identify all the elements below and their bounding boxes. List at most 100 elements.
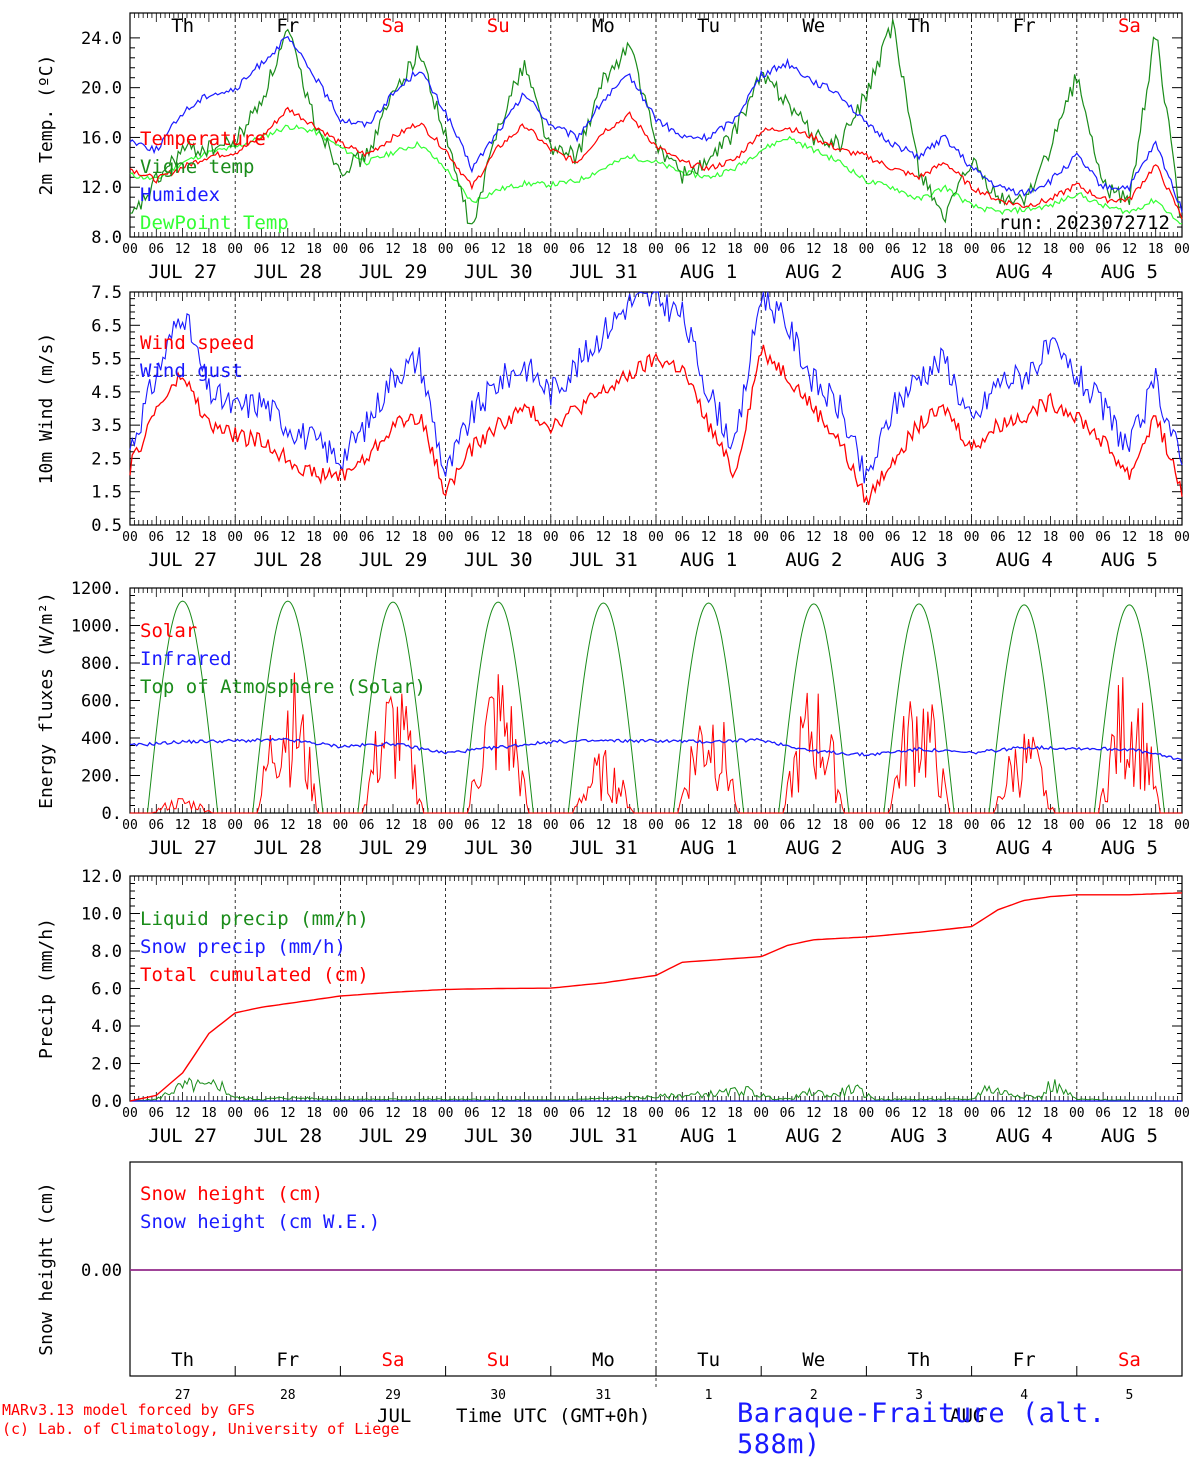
hour-tick-label: 00 xyxy=(964,242,980,257)
hour-tick-label: 18 xyxy=(622,818,638,833)
weekday-label: Th xyxy=(171,15,194,37)
day-number-label: 5 xyxy=(1125,1388,1133,1403)
weekday-label: Mo xyxy=(592,1349,615,1371)
day-number-label: 27 xyxy=(175,1388,191,1403)
y-tick-label: 0.5 xyxy=(91,516,122,536)
date-label: JUL 27 xyxy=(148,549,217,571)
y-tick-label: 6.5 xyxy=(91,316,122,336)
hour-tick-label: 18 xyxy=(727,818,743,833)
day-number-label: 2 xyxy=(810,1388,818,1403)
legend-entry: Liquid precip (mm/h) xyxy=(140,908,369,930)
hour-tick-label: 06 xyxy=(148,1106,164,1121)
hour-tick-label: 18 xyxy=(1148,1106,1164,1121)
y-tick-label: 600. xyxy=(81,692,122,712)
temperature-panel: 00 06 12 18 00 06 12 18 00 06 12 18 00 06 12 18 00 06 12 18… xyxy=(36,12,1190,283)
hour-tick-label: 18 xyxy=(832,818,848,833)
hour-tick-label: 18 xyxy=(832,242,848,257)
hour-tick-label: 06 xyxy=(569,1106,585,1121)
hour-tick-label: 18 xyxy=(201,1106,217,1121)
hour-tick-label: 12 xyxy=(1122,1106,1138,1121)
weekday-label: Fr xyxy=(276,1349,299,1371)
legend-entry: Solar xyxy=(140,620,197,642)
date-label: AUG 2 xyxy=(785,549,842,571)
legend-entry: Snow height (cm W.E.) xyxy=(140,1211,380,1233)
hour-tick-label: 00 xyxy=(859,530,875,545)
hour-tick-label: 00 xyxy=(122,242,138,257)
weekday-label: Mo xyxy=(592,15,615,37)
hour-tick-label: 00 xyxy=(648,242,664,257)
hour-tick-label: 12 xyxy=(175,1106,191,1121)
hour-tick-label: 18 xyxy=(201,242,217,257)
hour-tick-label: 00 xyxy=(122,1106,138,1121)
day-number-label: 28 xyxy=(280,1388,296,1403)
hour-tick-label: 06 xyxy=(674,530,690,545)
date-label: JUL 30 xyxy=(464,549,533,571)
hour-tick-label: 06 xyxy=(990,818,1006,833)
legend-entry: Temperature xyxy=(140,128,266,150)
date-label: AUG 3 xyxy=(890,261,947,283)
date-label: JUL 29 xyxy=(359,549,428,571)
hour-tick-label: 18 xyxy=(306,818,322,833)
legend-entry: Snow precip (mm/h) xyxy=(140,936,346,958)
hour-tick-label: 12 xyxy=(490,530,506,545)
hour-tick-label: 12 xyxy=(490,242,506,257)
hour-tick-label: 18 xyxy=(517,242,533,257)
date-label: AUG 4 xyxy=(996,549,1053,571)
date-label: AUG 1 xyxy=(680,261,737,283)
legend-entry: Snow height (cm) xyxy=(140,1183,323,1205)
hour-tick-label: 00 xyxy=(753,242,769,257)
run-label: run: 2023072712 xyxy=(998,212,1170,234)
hour-tick-label: 00 xyxy=(333,1106,349,1121)
y-tick-label: 8.0 xyxy=(91,942,122,962)
hour-tick-label: 00 xyxy=(1069,1106,1085,1121)
hour-tick-label: 06 xyxy=(254,818,270,833)
hour-tick-label: 18 xyxy=(411,530,427,545)
weekday-label: Sa xyxy=(1118,15,1141,37)
month-label-aug: AUG xyxy=(950,1405,985,1427)
y-tick-label: 24.0 xyxy=(81,29,122,49)
hour-tick-label: 18 xyxy=(937,530,953,545)
date-label: AUG 1 xyxy=(680,1125,737,1147)
legend-entry: Infrared xyxy=(140,648,232,670)
hour-tick-label: 12 xyxy=(911,242,927,257)
hour-tick-label: 00 xyxy=(964,530,980,545)
day-number-label: 30 xyxy=(490,1388,506,1403)
hour-tick-label: 12 xyxy=(1122,530,1138,545)
y-tick-label: 3.5 xyxy=(91,416,122,436)
hour-tick-label: 12 xyxy=(175,530,191,545)
hour-tick-label: 18 xyxy=(1148,818,1164,833)
hour-tick-label: 00 xyxy=(1069,530,1085,545)
weekday-label: Sa xyxy=(1118,1349,1141,1371)
date-label: JUL 27 xyxy=(148,261,217,283)
hour-tick-label: 18 xyxy=(517,1106,533,1121)
date-label: JUL 31 xyxy=(569,549,638,571)
hour-tick-label: 06 xyxy=(780,242,796,257)
hour-tick-label: 12 xyxy=(701,1106,717,1121)
hour-tick-label: 00 xyxy=(1174,818,1190,833)
hour-tick-label: 06 xyxy=(885,530,901,545)
hour-tick-label: 00 xyxy=(753,530,769,545)
hour-tick-label: 00 xyxy=(648,818,664,833)
hour-tick-label: 12 xyxy=(911,530,927,545)
series-wind-gust xyxy=(129,291,1183,484)
y-tick-label: 0.0 xyxy=(91,1092,122,1112)
x-axis-title: Time UTC (GMT+0h) xyxy=(456,1405,651,1427)
hour-tick-label: 18 xyxy=(1043,1106,1059,1121)
y-tick-label: 10.0 xyxy=(81,905,122,925)
hour-tick-label: 00 xyxy=(227,1106,243,1121)
hour-tick-label: 00 xyxy=(438,242,454,257)
weekday-label: Su xyxy=(487,1349,510,1371)
hour-tick-label: 18 xyxy=(1043,530,1059,545)
hour-tick-label: 06 xyxy=(1095,818,1111,833)
hour-tick-label: 18 xyxy=(1148,242,1164,257)
hour-tick-label: 12 xyxy=(1016,1106,1032,1121)
hour-tick-label: 00 xyxy=(1174,242,1190,257)
date-label: AUG 4 xyxy=(996,261,1053,283)
weekday-label: We xyxy=(802,1349,825,1371)
weekday-label: Sa xyxy=(382,1349,405,1371)
hour-tick-label: 18 xyxy=(937,818,953,833)
y-tick-label: 7.5 xyxy=(91,283,122,303)
hour-tick-label: 18 xyxy=(201,530,217,545)
hour-tick-label: 00 xyxy=(333,242,349,257)
hour-tick-label: 18 xyxy=(517,530,533,545)
